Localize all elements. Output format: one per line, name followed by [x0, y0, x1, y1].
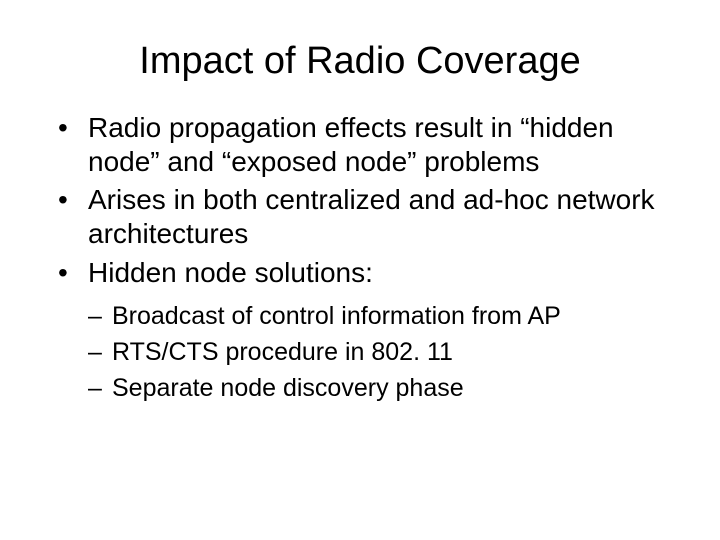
bullet-item: Hidden node solutions:	[58, 256, 680, 290]
bullet-item: Radio propagation effects result in “hid…	[58, 111, 680, 179]
sub-bullet-item: Broadcast of control information from AP	[88, 300, 680, 332]
slide: Impact of Radio Coverage Radio propagati…	[0, 0, 720, 540]
bullet-list: Radio propagation effects result in “hid…	[58, 111, 680, 290]
sub-bullet-item: Separate node discovery phase	[88, 372, 680, 404]
sub-bullet-list: Broadcast of control information from AP…	[88, 300, 680, 404]
sub-bullet-item: RTS/CTS procedure in 802. 11	[88, 336, 680, 368]
slide-title: Impact of Radio Coverage	[40, 40, 680, 83]
bullet-item: Arises in both centralized and ad-hoc ne…	[58, 183, 680, 251]
